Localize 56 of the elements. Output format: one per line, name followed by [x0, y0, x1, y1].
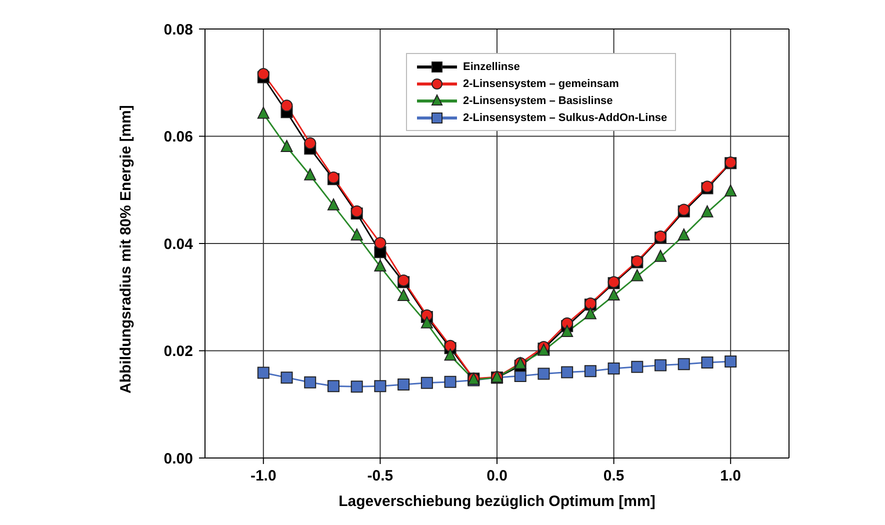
point [561, 324, 574, 337]
point [280, 100, 293, 112]
point [724, 355, 737, 368]
y-tick-label: 0.06 [164, 128, 193, 146]
point [631, 269, 644, 282]
x-tick-label: 0.0 [486, 468, 508, 485]
point [398, 378, 410, 391]
y-tick-label: 0.00 [164, 450, 193, 468]
point [350, 380, 363, 393]
x-tick-label: 1.0 [720, 468, 742, 485]
point [304, 168, 316, 180]
point [584, 307, 596, 320]
point [678, 358, 690, 370]
point [280, 140, 293, 152]
y-tick-label: 0.04 [164, 236, 194, 253]
point [257, 106, 270, 119]
x-axis-title: Lageverschiebung bezüglich Optimum [mm] [338, 493, 656, 510]
point [701, 356, 714, 369]
point [444, 376, 456, 388]
point [654, 359, 667, 372]
point [724, 184, 737, 196]
point [678, 228, 690, 240]
legend-label: 2-Linsensystem – Sulkus-AddOn-Linse [463, 112, 668, 124]
point [350, 228, 363, 240]
point [561, 366, 574, 378]
legend-label: Einzellinse [463, 60, 520, 72]
point [444, 348, 456, 361]
point [608, 288, 620, 301]
point [304, 376, 316, 388]
y-axis-title: Abbildungsradius mit 80% Energie [mm] [117, 105, 134, 394]
point [584, 365, 596, 378]
point [280, 372, 293, 384]
point [631, 360, 644, 373]
point [420, 376, 433, 389]
point [327, 198, 340, 210]
point [701, 205, 714, 218]
legend-label: 2-Linsensystem – Basislinse [463, 94, 613, 106]
point [257, 68, 270, 80]
point [374, 260, 386, 272]
point [257, 366, 270, 379]
point [327, 380, 340, 392]
point [538, 368, 550, 380]
x-tick-label: 0.5 [603, 468, 624, 485]
y-tick-label: 0.02 [164, 343, 193, 360]
legend-label: 2-Linsensystem – gemeinsam [463, 78, 619, 90]
point [444, 340, 456, 352]
y-tick-label: 0.08 [164, 21, 193, 38]
point [420, 316, 433, 328]
point [654, 250, 667, 262]
point [304, 137, 316, 150]
point [374, 380, 386, 392]
x-tick-label: -1.0 [250, 468, 276, 485]
point [374, 236, 386, 249]
x-tick-label: -0.5 [367, 468, 394, 485]
point [608, 362, 620, 374]
point [398, 289, 410, 302]
